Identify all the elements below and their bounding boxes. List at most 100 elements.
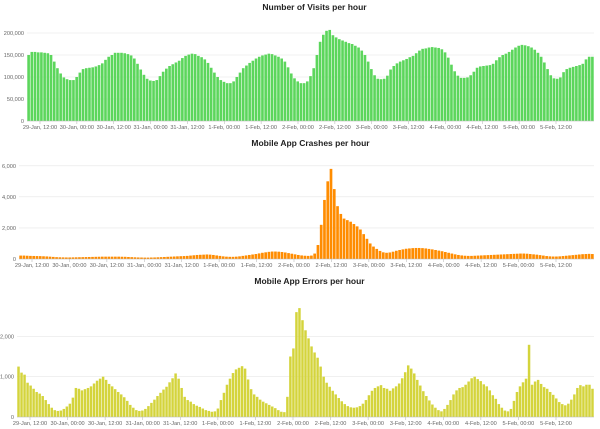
chart-2: Mobile App Crashes per hour02,0004,0006,…: [2, 138, 594, 269]
bar: [588, 254, 591, 259]
x-tick-label: 4-Feb, 00:00: [427, 421, 459, 427]
bar: [255, 59, 258, 121]
bar: [458, 388, 460, 417]
bar: [419, 386, 421, 417]
bar: [375, 249, 378, 259]
bar: [495, 399, 497, 417]
bar: [319, 42, 322, 121]
bar: [521, 45, 524, 121]
bar: [208, 411, 210, 417]
bar: [90, 386, 92, 417]
bar: [183, 256, 186, 259]
bar: [331, 391, 333, 417]
bar: [401, 378, 403, 417]
bar: [353, 224, 356, 259]
x-tick-label: 4-Feb, 12:00: [465, 263, 497, 269]
bar: [210, 68, 213, 121]
bar: [476, 68, 479, 121]
bar: [522, 382, 524, 417]
bar: [477, 256, 480, 259]
bar: [297, 255, 300, 259]
bar: [553, 78, 556, 121]
bar: [395, 386, 397, 417]
bar: [492, 64, 495, 121]
bar: [463, 78, 466, 121]
bar: [42, 256, 45, 259]
bar: [313, 352, 315, 417]
bar: [516, 254, 519, 259]
bar: [507, 411, 509, 417]
bar: [238, 256, 241, 259]
bar: [316, 55, 319, 121]
bar: [483, 255, 486, 259]
bar: [248, 63, 251, 121]
bar: [312, 68, 315, 121]
bar: [575, 255, 578, 259]
bar: [174, 373, 176, 417]
bar: [398, 250, 401, 259]
bar: [437, 251, 440, 259]
bar: [407, 365, 409, 417]
bar: [245, 255, 248, 259]
bar: [379, 251, 382, 259]
bar: [44, 400, 46, 417]
bar: [537, 53, 540, 121]
bar: [569, 68, 572, 121]
bar: [562, 72, 565, 121]
bar: [29, 256, 32, 259]
bar: [143, 75, 146, 121]
bar: [274, 252, 277, 259]
bar: [460, 78, 463, 121]
bar: [41, 396, 43, 417]
bar: [280, 412, 282, 417]
bar: [367, 62, 370, 121]
bar: [383, 388, 385, 417]
bar: [69, 404, 71, 417]
bar: [207, 63, 210, 121]
x-tick-label: 31-Jan, 00:00: [127, 263, 161, 269]
bar: [123, 53, 126, 121]
bar: [392, 252, 395, 259]
x-tick-label: 3-Feb, 12:00: [390, 421, 422, 427]
bar: [579, 385, 581, 417]
bar: [168, 382, 170, 417]
bar: [265, 403, 267, 417]
bar: [132, 408, 134, 417]
bar: [373, 75, 376, 121]
bar: [576, 388, 578, 417]
x-tick-label: 4-Feb, 12:00: [466, 125, 498, 131]
bar: [144, 409, 146, 417]
bar: [139, 70, 142, 121]
bar: [441, 49, 444, 121]
bar: [170, 257, 173, 259]
bar: [540, 384, 542, 417]
bar: [117, 53, 120, 121]
bar: [452, 394, 454, 417]
bar: [277, 410, 279, 417]
bar: [238, 368, 240, 417]
bar: [334, 394, 336, 417]
bar: [300, 83, 303, 121]
bar: [332, 35, 335, 121]
bar: [558, 402, 560, 417]
x-tick-label: 1-Feb, 12:00: [241, 263, 273, 269]
chart-1: Number of Visits per hour050,000100,0001…: [4, 2, 594, 131]
bar: [562, 256, 565, 259]
bar: [286, 397, 288, 417]
bar: [353, 408, 355, 417]
bar: [91, 257, 94, 259]
bar: [346, 220, 349, 259]
bar: [202, 255, 205, 259]
bar: [350, 407, 352, 417]
bar: [564, 405, 566, 417]
bar: [404, 372, 406, 417]
bar: [399, 62, 402, 121]
bar: [159, 76, 162, 121]
bar: [135, 410, 137, 417]
x-tick-label: 30-Jan, 12:00: [88, 421, 122, 427]
bar: [274, 408, 276, 417]
bar: [510, 409, 512, 417]
bar: [485, 66, 488, 121]
bar: [236, 77, 239, 121]
bar: [72, 80, 75, 121]
